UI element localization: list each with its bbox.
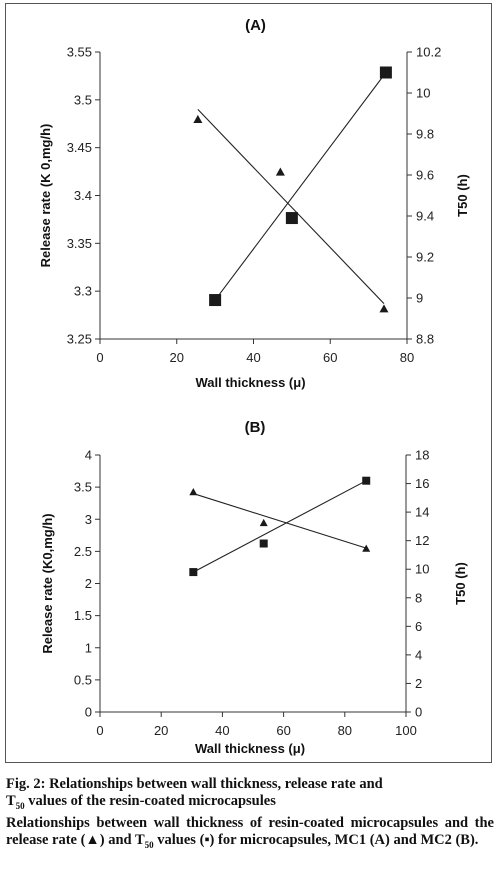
panel-title: (B) (245, 419, 266, 436)
x-axis-label: Wall thickness (μ) (195, 375, 305, 390)
y-left-tick-label: 0.5 (74, 672, 92, 687)
y-left-tick-label: 3 (85, 512, 92, 527)
y-left-tick-label: 0 (85, 705, 92, 720)
y-right-axis-label: T50 (h) (453, 562, 468, 605)
y-left-tick-label: 3.5 (74, 92, 92, 107)
caption-title: Fig. 2: Relationships between wall thick… (6, 776, 383, 811)
y-left-tick-label: 2 (85, 576, 92, 591)
figure-charts: 0 20 40 60 803.253.33.353.43.453.53.558.899.… (38, 17, 470, 756)
triangle-trendline (197, 109, 385, 304)
square-trendline (214, 72, 387, 301)
y-left-tick-label: 3.5 (74, 480, 92, 495)
x-tick-label: 40 (215, 723, 229, 738)
y-right-tick-label: 9 (416, 291, 423, 306)
y-left-axis-label: Release rate (K0,mg/h) (40, 513, 55, 653)
square-point (285, 212, 298, 225)
y-right-tick-label: 8.8 (416, 332, 434, 347)
x-tick-label: 40 (246, 350, 260, 365)
y-left-tick-label: 3.4 (74, 188, 92, 203)
y-right-tick-label: 10.2 (416, 45, 441, 60)
y-right-tick-label: 9.8 (416, 127, 434, 142)
x-tick-label: 0 (96, 723, 103, 738)
y-left-axis-label: Release rate (K 0,mg/h) (38, 124, 53, 268)
y-left-tick-label: 1 (85, 640, 92, 655)
figure-frame (5, 3, 492, 763)
x-tick-label: 60 (323, 350, 337, 365)
triangle-point (275, 167, 285, 176)
y-left-tick-label: 3.25 (67, 332, 92, 347)
square-point (379, 66, 392, 79)
y-left-tick-label: 1.5 (74, 608, 92, 623)
y-right-tick-label: 9.2 (416, 250, 434, 265)
x-tick-label: 60 (276, 723, 290, 738)
y-right-tick-label: 0 (415, 705, 422, 720)
panel-title: (A) (245, 17, 266, 34)
triangle-point (259, 518, 268, 527)
y-right-tick-label: 18 (415, 448, 429, 463)
y-right-tick-label: 16 (415, 476, 429, 491)
triangle-trendline (193, 493, 367, 549)
y-left-tick-label: 3.55 (67, 45, 92, 60)
square-trendline (193, 480, 367, 573)
triangle-point (189, 488, 198, 496)
square-point (189, 568, 198, 577)
triangle-point (362, 544, 371, 552)
x-tick-label: 100 (395, 723, 417, 738)
panel-b: 0 20 40 60 80 10000.511.522.533.5402468101214… (40, 419, 468, 756)
y-left-tick-label: 3.45 (67, 140, 92, 155)
panel-a: 0 20 40 60 80 3.25 3.3 3.35 3.4 3.45 3.5 3.55 8.8 9 9.… (38, 17, 470, 390)
y-right-axis-label: T50 (h) (455, 174, 470, 217)
triangle-point (193, 114, 203, 124)
figure-caption: Fig. 2: Relationships between wall thick… (6, 776, 494, 854)
caption-description: Relationships between wall thickness of … (6, 814, 494, 850)
y-right-tick-label: 10 (415, 562, 429, 577)
y-right-tick-label: 9.4 (416, 209, 434, 224)
y-left-tick-label: 2.5 (74, 544, 92, 559)
y-right-tick-label: 2 (415, 676, 422, 691)
y-right-tick-label: 4 (415, 647, 422, 662)
square-point (362, 476, 371, 485)
square-point (209, 294, 222, 307)
square-point (259, 539, 268, 548)
x-tick-label: 20 (170, 350, 184, 365)
y-right-tick-label: 9.6 (416, 168, 434, 183)
triangle-point (379, 304, 389, 313)
x-tick-label: 0 (96, 350, 103, 365)
y-left-tick-label: 3.3 (74, 284, 92, 299)
x-tick-label: 20 (154, 723, 168, 738)
y-left-tick-label: 3.35 (67, 236, 92, 251)
x-tick-label: 80 (338, 723, 352, 738)
y-right-tick-label: 10 (416, 86, 430, 101)
y-right-tick-label: 12 (415, 533, 429, 548)
y-right-tick-label: 8 (415, 590, 422, 605)
y-right-tick-label: 6 (415, 619, 422, 634)
y-right-tick-label: 14 (415, 505, 429, 520)
x-axis-label: Wall thickness (μ) (195, 741, 305, 756)
x-tick-label: 80 (400, 350, 414, 365)
y-left-tick-label: 4 (85, 448, 92, 463)
